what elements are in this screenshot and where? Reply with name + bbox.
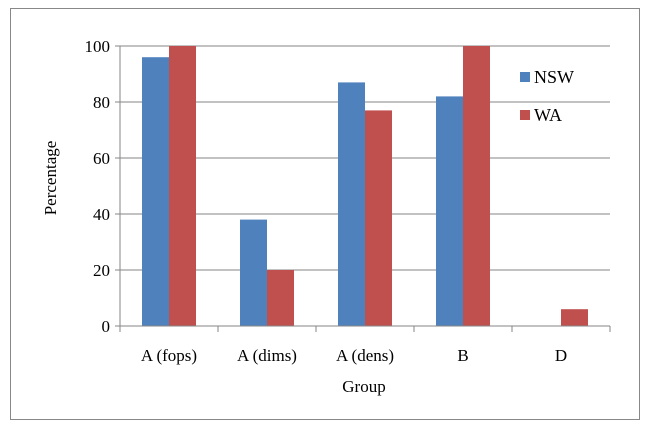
x-axis-title: Group	[342, 377, 385, 396]
legend-swatch-WA	[520, 110, 530, 120]
x-tick-label-4: D	[555, 346, 567, 365]
x-tick-label-1: A (dims)	[237, 346, 297, 365]
x-tick-label-3: B	[457, 346, 468, 365]
x-tick-labels: A (fops) A (dims) A (dens) B D	[141, 346, 567, 365]
axes	[119, 46, 611, 332]
bar-NSW-0	[142, 57, 169, 326]
bar-WA-0	[169, 46, 196, 326]
bar-WA-2	[365, 110, 392, 327]
bar-NSW-1	[240, 219, 267, 326]
y-tick-label-100: 100	[85, 37, 111, 56]
bar-WA-1	[267, 270, 294, 326]
y-axis-title: Percentage	[41, 141, 60, 216]
y-tick-label-20: 20	[93, 261, 110, 280]
legend-label-WA: WA	[534, 105, 562, 125]
legend-label-NSW: NSW	[534, 67, 574, 87]
y-tick-label-80: 80	[93, 93, 110, 112]
legend-swatch-NSW	[520, 72, 530, 82]
bar-NSW-3	[436, 96, 463, 327]
y-tick-label-60: 60	[93, 149, 110, 168]
y-tick-labels: 0 20 40 60 80 100	[85, 37, 111, 336]
legend: NSW WA	[520, 67, 574, 125]
y-tick-label-40: 40	[93, 205, 110, 224]
bars	[142, 46, 588, 327]
bar-WA-4	[561, 309, 588, 326]
bar-WA-3	[463, 46, 490, 326]
x-tick-label-0: A (fops)	[141, 346, 197, 365]
x-tick-label-2: A (dens)	[336, 346, 394, 365]
bar-NSW-2	[338, 82, 365, 327]
y-tick-label-0: 0	[102, 317, 111, 336]
